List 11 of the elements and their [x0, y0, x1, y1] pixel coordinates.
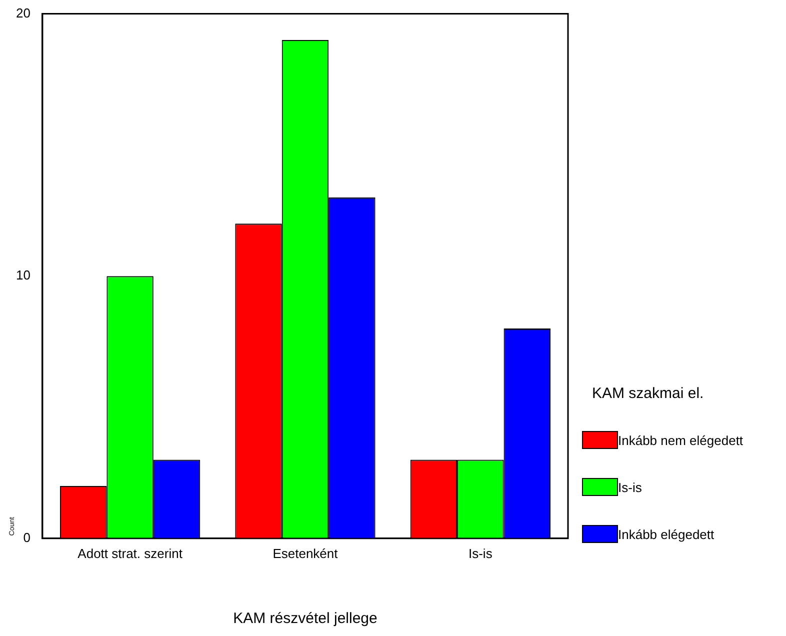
legend-label: Inkább nem elégedett	[618, 432, 744, 448]
x-tick-label: Esetenként	[272, 546, 338, 561]
legend-title: KAM szakmai el.	[592, 385, 705, 402]
legend-label: Is-is	[618, 480, 642, 494]
y-tick-label: 0	[23, 530, 30, 545]
x-tick-label: Is-is	[468, 546, 493, 561]
y-tick-label: 10	[16, 268, 30, 283]
legend-label: Inkább elégedett	[618, 526, 714, 542]
x-tick-label: Adott strat. szerint	[78, 546, 183, 561]
x-axis-title: KAM részvétel jellege	[233, 610, 378, 628]
y-tick-label: 20	[16, 5, 30, 20]
